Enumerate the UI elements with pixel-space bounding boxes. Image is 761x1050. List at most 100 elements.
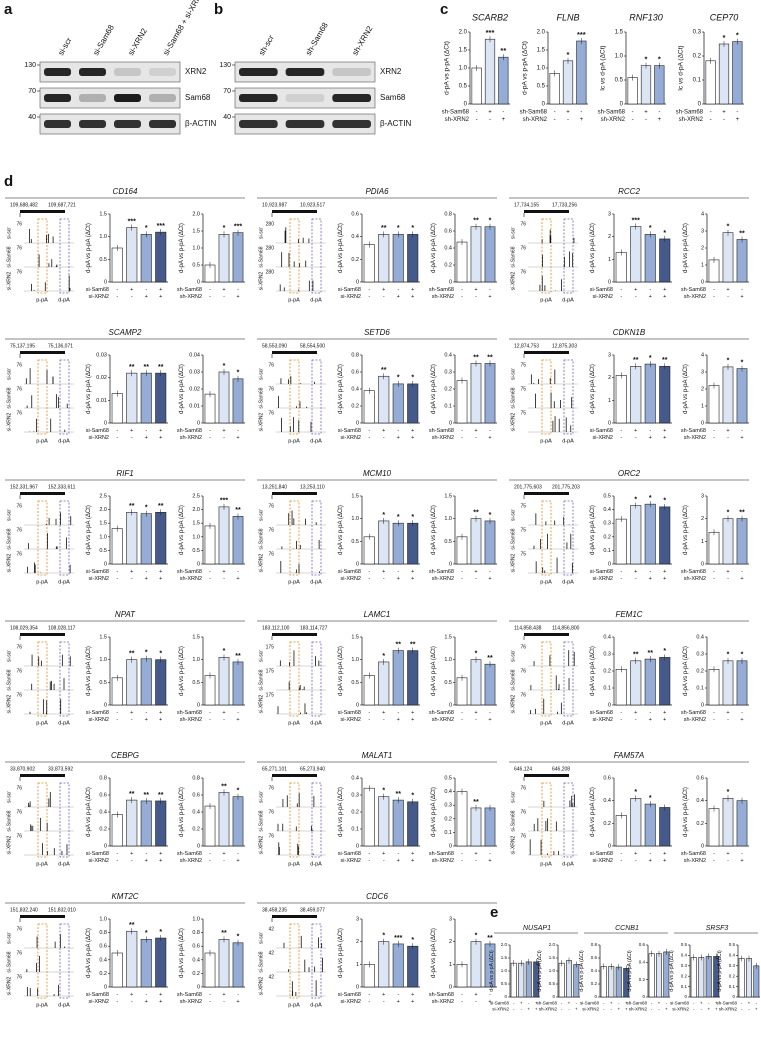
treatment-label: sh-XRN2 xyxy=(432,717,454,723)
bar xyxy=(218,234,230,283)
y-tick-label: 0.3 xyxy=(603,521,611,527)
y-axis-label: d-pA vs p-pA (ΔCt) xyxy=(338,364,344,414)
bar xyxy=(140,939,152,988)
bar xyxy=(392,943,404,988)
bar xyxy=(392,383,404,424)
lane-label: sh-Sam68 xyxy=(304,21,330,58)
y-axis-label: d-pA vs p-pA (ΔCt) xyxy=(338,787,344,837)
treatment-label: si-XRN2 xyxy=(672,1007,689,1012)
y-axis-label: d-pA vs p-pA (ΔCt) xyxy=(431,505,437,555)
bar xyxy=(644,234,656,283)
treatment-sign: - xyxy=(237,569,239,575)
y-tick-label: 0 xyxy=(104,843,107,849)
treatment-sign: + xyxy=(649,858,652,864)
coord-end: 151,832,010 xyxy=(48,907,76,913)
significance: * xyxy=(658,55,661,64)
bar xyxy=(456,241,468,283)
gene-model xyxy=(272,351,317,354)
treatment-sign: + xyxy=(625,1001,628,1006)
bar xyxy=(708,385,720,424)
bar xyxy=(456,964,468,988)
treatment-sign: - xyxy=(209,569,211,575)
track-label: si-scr xyxy=(510,650,516,662)
y-tick-label: 1.0 xyxy=(99,657,107,663)
treatment-label: sh-Sam68 xyxy=(536,1001,557,1006)
y-tick-label: 0 xyxy=(356,279,359,285)
treatment-label: sh-XRN2 xyxy=(432,435,454,441)
y-tick-label: 0.2 xyxy=(696,821,704,827)
bar xyxy=(140,658,152,706)
treatment-sign: + xyxy=(580,117,584,123)
track-label: si-scr xyxy=(6,509,12,521)
y-tick-label: 0.2 xyxy=(444,816,452,822)
blot-band xyxy=(44,120,71,128)
track-label: si-XRN2 xyxy=(258,412,264,431)
pa-label: p-pA xyxy=(288,1002,300,1008)
y-tick-label: 0.2 xyxy=(729,973,736,978)
treatment-label: sh-Sam68 xyxy=(429,287,454,293)
y-tick-label: 1.0 xyxy=(192,245,200,251)
panel-label: d xyxy=(4,173,13,190)
treatment-sign: + xyxy=(755,1007,758,1012)
treatment-sign: - xyxy=(145,710,147,716)
y-tick-label: 0.2 xyxy=(99,971,107,977)
bar xyxy=(738,958,745,998)
y-tick-label: 0.2 xyxy=(444,262,452,268)
treatment-sign: - xyxy=(741,1007,743,1012)
treatment-label: si-Sam68 xyxy=(580,1001,600,1006)
blot-band xyxy=(332,68,371,76)
bar xyxy=(407,234,419,283)
pa-label: d-pA xyxy=(310,861,322,867)
y-tick-label: 0 xyxy=(701,561,704,567)
track-max: 75 xyxy=(520,503,526,509)
lane-label: sh-XRN2 xyxy=(350,24,374,57)
significance: * xyxy=(159,929,162,936)
y-axis-label: lc vs d-pA (ΔCt) xyxy=(678,45,685,90)
bar xyxy=(378,520,390,565)
p-pa-box xyxy=(37,218,48,294)
treatment-sign: + xyxy=(236,576,239,582)
coord-end: 17,733,256 xyxy=(552,202,577,208)
y-tick-label: 0.1 xyxy=(696,685,704,691)
treatment-label: si-XRN2 xyxy=(593,858,613,864)
treatment-sign: + xyxy=(726,428,729,434)
bar xyxy=(218,939,230,988)
treatment-sign: + xyxy=(663,858,666,864)
treatment-sign: - xyxy=(568,1007,570,1012)
treatment-label: si-XRN2 xyxy=(341,294,361,300)
y-axis-label: d-pA vs p-pA (ΔCt) xyxy=(179,928,185,978)
y-axis-label: d-pA vs p-pA (ΔCt) xyxy=(683,223,689,273)
treatment-sign: - xyxy=(223,999,225,1005)
y-tick-label: 0.2 xyxy=(681,973,688,978)
gene-model xyxy=(524,492,569,495)
treatment-sign: + xyxy=(474,710,477,716)
y-tick-label: 1.5 xyxy=(192,634,200,640)
coord-end: 114,856,800 xyxy=(552,625,580,631)
pa-label: p-pA xyxy=(36,297,48,303)
treatment-sign: - xyxy=(620,435,622,441)
treatment-sign: + xyxy=(663,294,666,300)
treatment-sign: - xyxy=(580,110,582,116)
significance: ** xyxy=(235,653,241,660)
coord-end: 201,775,203 xyxy=(552,484,580,490)
treatment-sign: + xyxy=(488,110,492,116)
treatment-sign: + xyxy=(740,576,743,582)
coord-start: 17,734,155 xyxy=(514,202,539,208)
track-label: si-scr xyxy=(258,932,264,944)
significance: * xyxy=(663,230,666,237)
treatment-sign: - xyxy=(368,710,370,716)
y-tick-label: 2 xyxy=(701,516,704,522)
treatment-sign: - xyxy=(475,717,477,723)
lane-label: sh-scr xyxy=(257,33,276,57)
treatment-sign: + xyxy=(663,569,666,575)
bar xyxy=(736,518,748,565)
track-max: 76 xyxy=(16,551,22,557)
gene-title: SETD6 xyxy=(364,328,390,337)
gene-title: CEBPG xyxy=(111,751,139,760)
y-tick-label: 0 xyxy=(356,843,359,849)
track-label: si-XRN2 xyxy=(6,694,12,713)
track-max: 75 xyxy=(520,527,526,533)
panel-label: b xyxy=(214,1,223,18)
coord-start: 152,331,967 xyxy=(10,484,38,490)
y-tick-label: 0.5 xyxy=(444,775,452,781)
